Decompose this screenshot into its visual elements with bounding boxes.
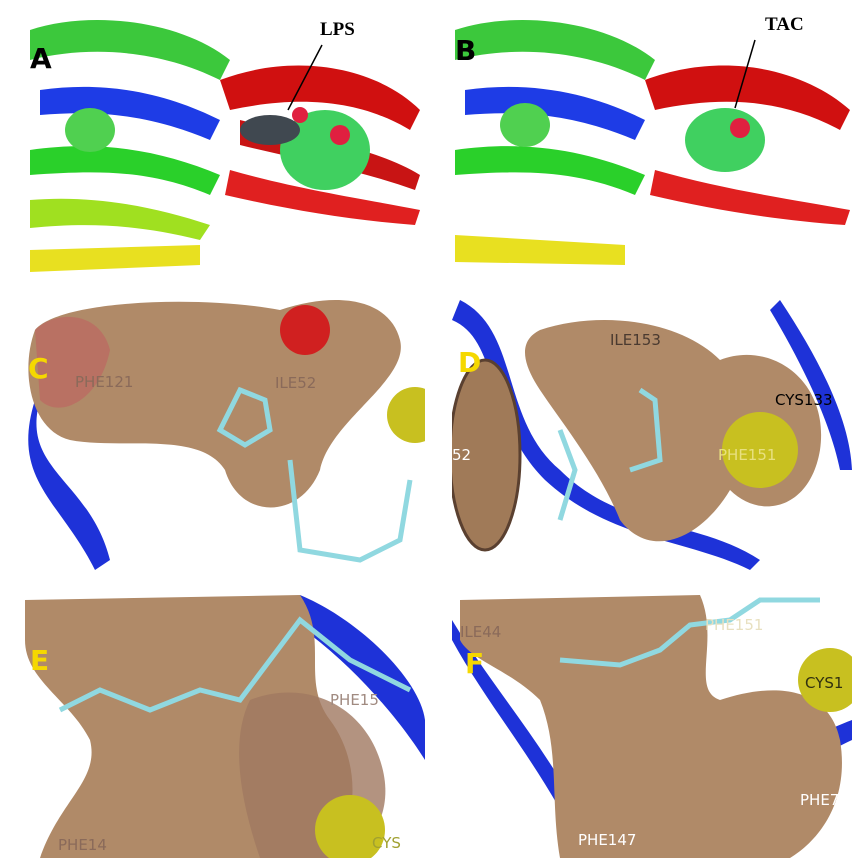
pointer-line [287,44,323,111]
panel-b-image [450,8,852,272]
residue-label: ILE44 [460,623,501,641]
residue-label: PHE147 [578,831,636,849]
panel-f-image [452,592,852,858]
panel-letter: E [30,644,49,677]
panel-d-image [452,295,852,570]
residue-label: CYS133 [775,391,833,409]
residue-label: PHE151 [718,446,776,464]
pointer-line [734,39,756,109]
panel-c-image [25,295,425,570]
residue-label: 52 [452,446,471,464]
residue-label: ILE52 [275,374,316,392]
residue-label: PHE14 [58,836,107,854]
panel-a-image [25,8,425,272]
panel-letter: F [465,647,484,680]
residue-label: PHE76 [800,791,849,809]
panel-letter: C [28,352,49,385]
residue-label: PHE151 [705,616,763,634]
panel-letter: B [455,34,476,67]
callout-label: LPS [320,19,355,40]
residue-label: CYS1 [805,674,843,692]
residue-label: PHE15 [330,691,379,709]
panel-letter: D [458,346,481,379]
panel-e-image [25,592,425,858]
panel-letter: A [30,42,52,75]
residue-label: ILE153 [610,331,661,349]
residue-label: CYS [372,834,401,852]
residue-label: PHE121 [75,373,133,391]
callout-label: TAC [765,14,804,35]
